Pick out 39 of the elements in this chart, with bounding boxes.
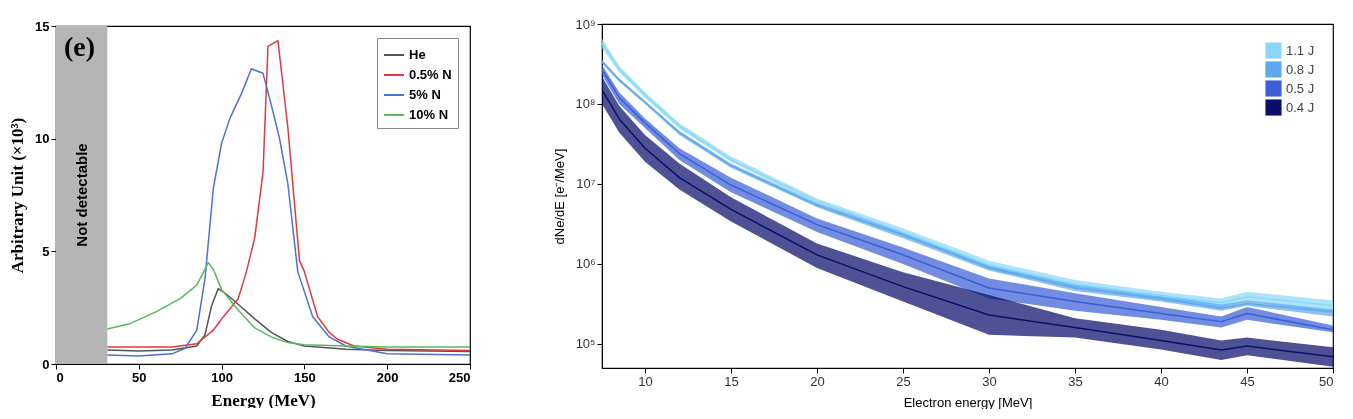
annotation: (e): [64, 31, 96, 62]
legend-label: He: [409, 47, 426, 62]
x-tick-label: 150: [294, 369, 316, 385]
band-label: Not detectable: [72, 143, 90, 247]
legend-label: 0.5 J: [1286, 80, 1315, 96]
y-axis-title: Arbitrary Unit (×10³): [8, 117, 28, 274]
x-tick-label: 0: [56, 369, 64, 385]
legend-label: 0.4 J: [1286, 99, 1315, 115]
y-tick-label: 0: [42, 356, 50, 372]
legend-label: 0.5% N: [409, 67, 452, 82]
y-tick-label: 10⁶: [575, 256, 596, 272]
x-tick-label: 100: [211, 369, 233, 385]
y-tick-label: 10⁹: [575, 16, 596, 32]
legend-label: 0.8 J: [1286, 61, 1315, 77]
x-tick-label: 50: [132, 369, 147, 385]
x-tick-label: 40: [1154, 373, 1169, 389]
x-tick-label: 30: [982, 373, 997, 389]
y-tick-label: 10⁸: [575, 96, 596, 112]
x-tick-label: 50: [1319, 373, 1334, 389]
x-tick-label: 15: [724, 373, 739, 389]
x-tick-label: 35: [1068, 373, 1083, 389]
x-tick-label: 25: [896, 373, 911, 389]
y-axis-title: dNe/dE [e⁻/MeV]: [552, 148, 568, 245]
x-tick-label: 20: [810, 373, 825, 389]
x-tick-label: 250: [448, 369, 471, 385]
line-series: [106, 287, 470, 353]
y-tick-label: 15: [35, 18, 50, 34]
x-axis-title: Electron energy [MeV]: [903, 394, 1033, 410]
y-tick-label: 10⁷: [576, 176, 596, 192]
x-tick-label: 10: [638, 373, 653, 389]
legend-label: 10% N: [409, 107, 449, 122]
y-tick-label: 10⁵: [575, 336, 596, 352]
legend-label: 1.1 J: [1286, 42, 1315, 58]
line-series: [106, 261, 470, 348]
y-tick-label: 5: [42, 243, 50, 259]
x-tick-label: 200: [376, 369, 399, 385]
x-tick-label: 45: [1240, 373, 1255, 389]
legend-label: 5% N: [409, 87, 441, 102]
y-tick-label: 10: [35, 131, 50, 147]
